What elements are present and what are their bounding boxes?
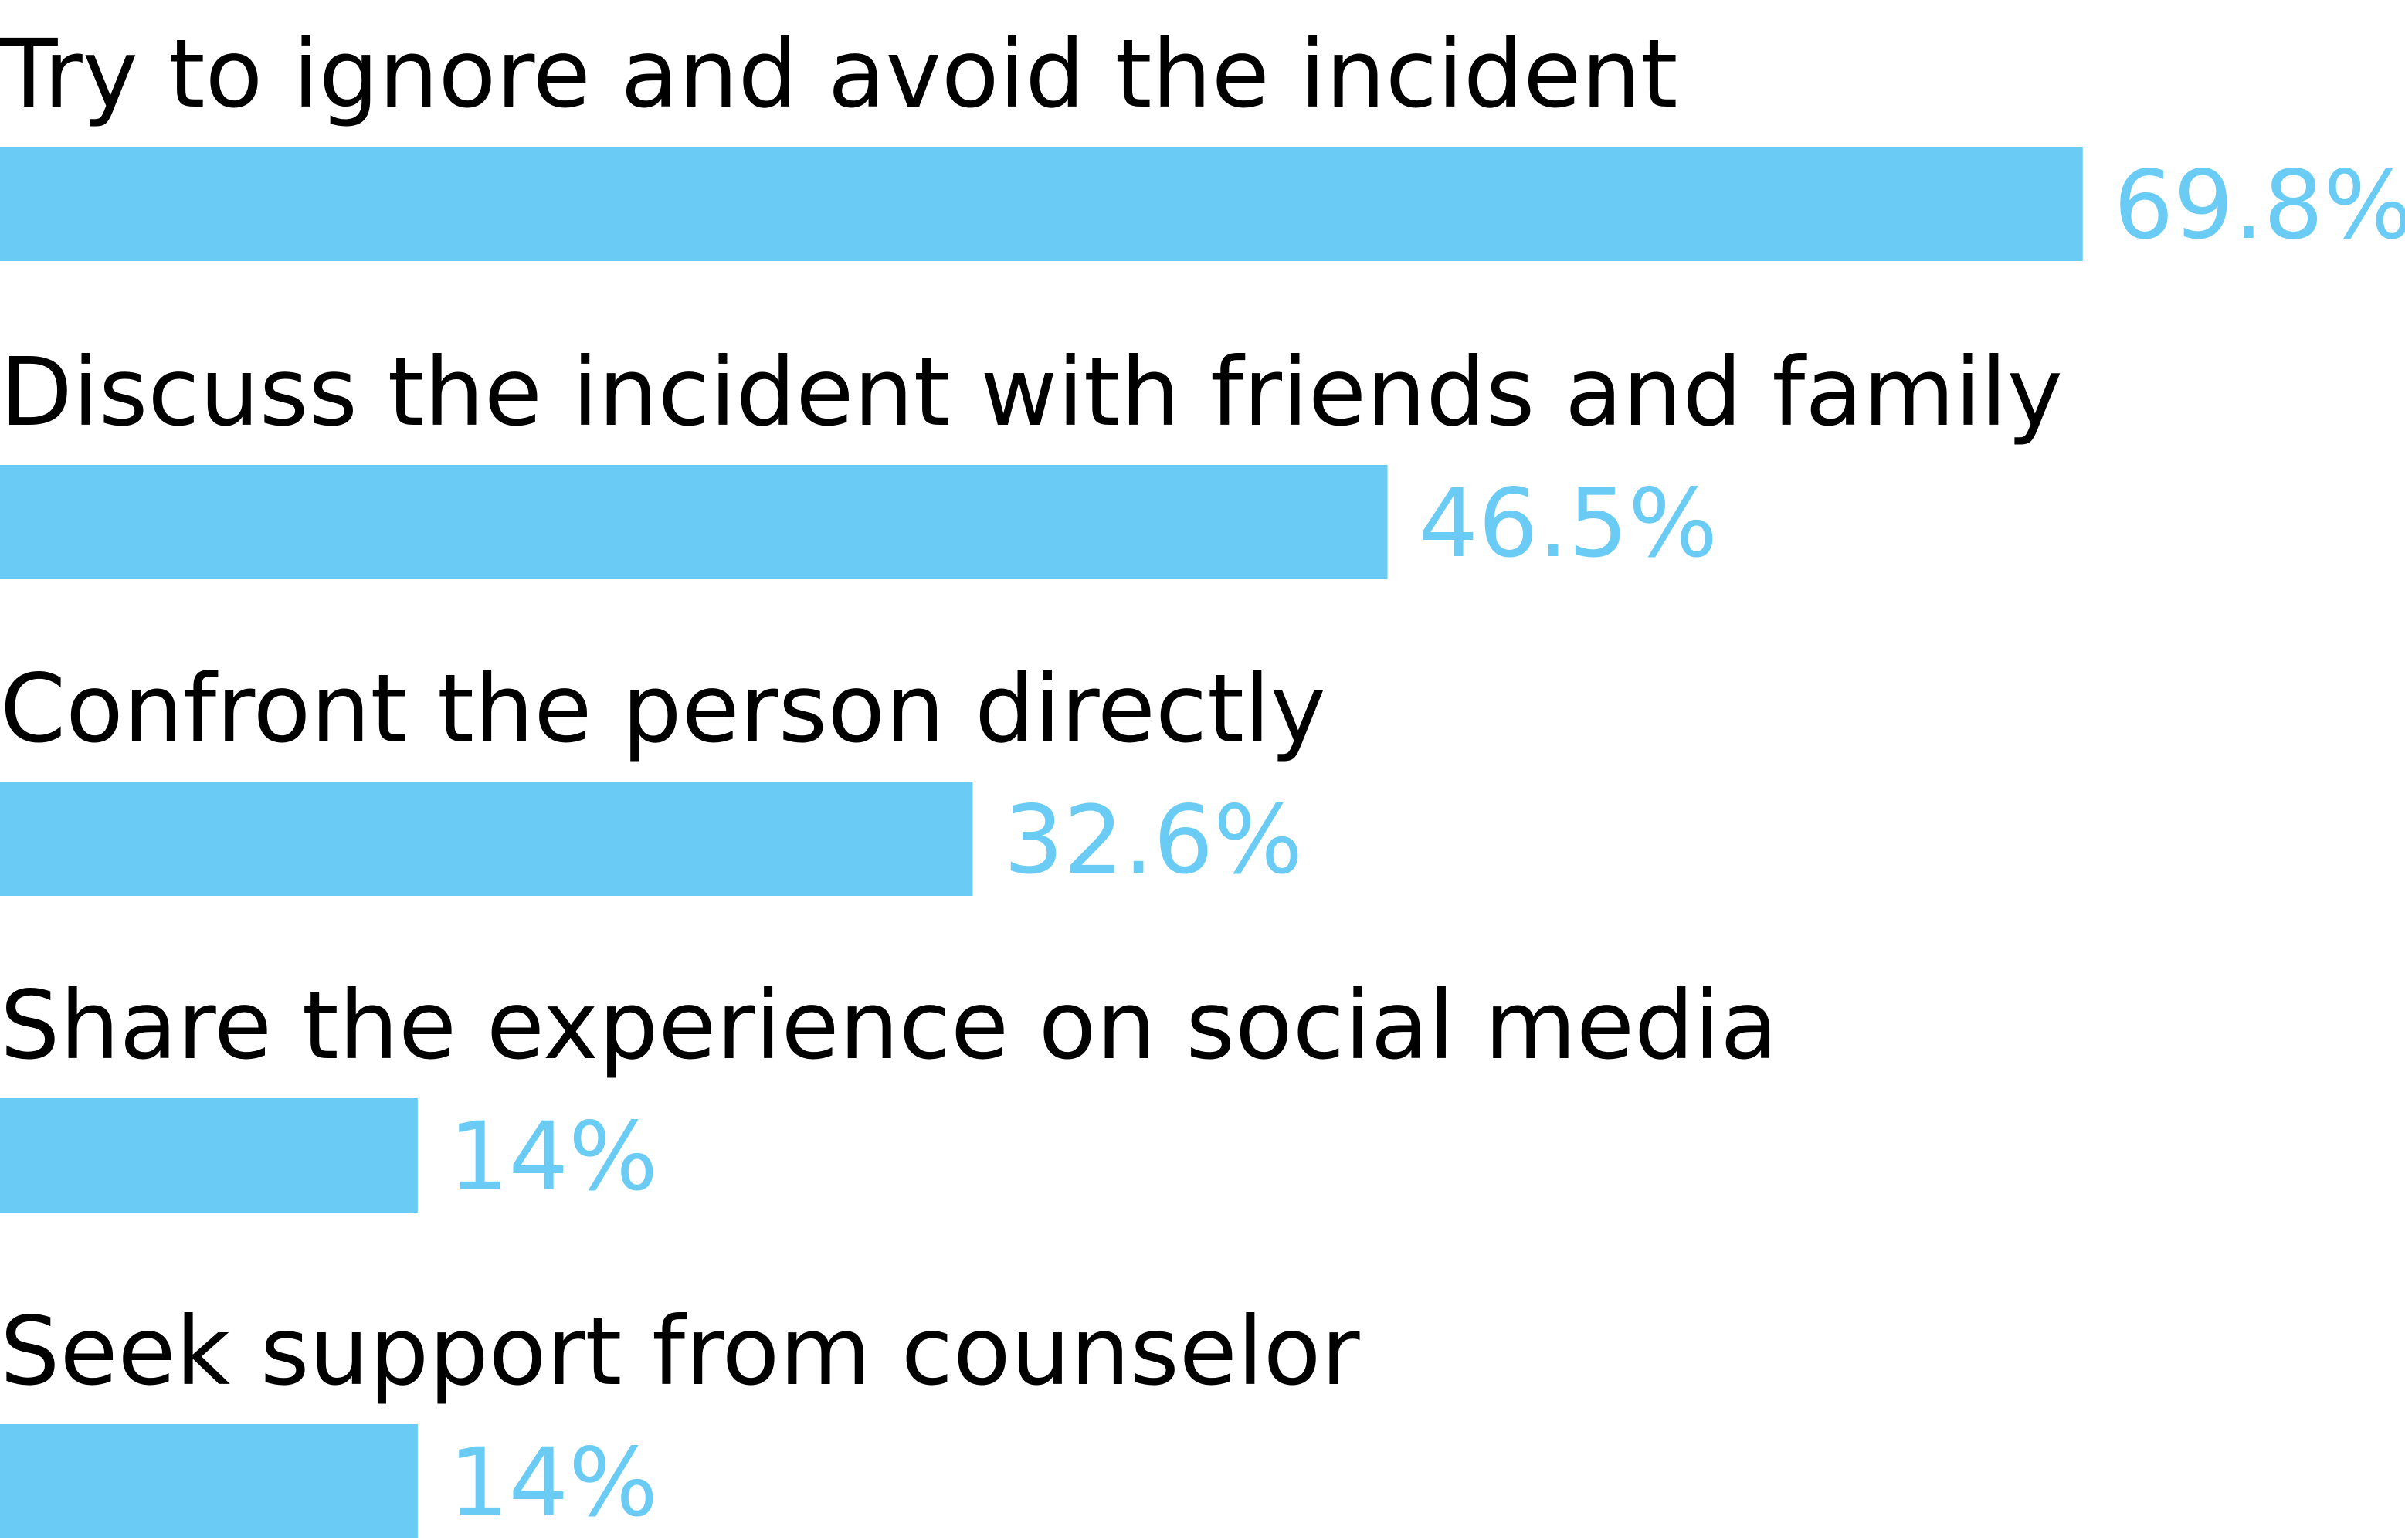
category-label: Try to ignore and avoid the incident	[0, 19, 1677, 129]
bar	[0, 1098, 418, 1213]
category-label: Discuss the incident with friends and fa…	[0, 338, 2063, 447]
bar	[0, 1424, 418, 1538]
value-label: 46.5%	[1419, 469, 1718, 578]
value-label: 32.6%	[1004, 785, 1304, 895]
value-label: 14%	[449, 1428, 658, 1538]
category-label: Seek support from counselor	[0, 1297, 1360, 1406]
value-label: 69.8%	[2114, 151, 2405, 260]
value-label: 14%	[449, 1102, 658, 1212]
bar	[0, 782, 973, 896]
chart-rows: Try to ignore and avoid the incident 69.8…	[0, 19, 2405, 1538]
category-label: Confront the person directly	[0, 654, 1326, 764]
bar	[0, 465, 1388, 579]
category-label: Share the experience on social media	[0, 971, 1778, 1080]
bar	[0, 147, 2083, 261]
